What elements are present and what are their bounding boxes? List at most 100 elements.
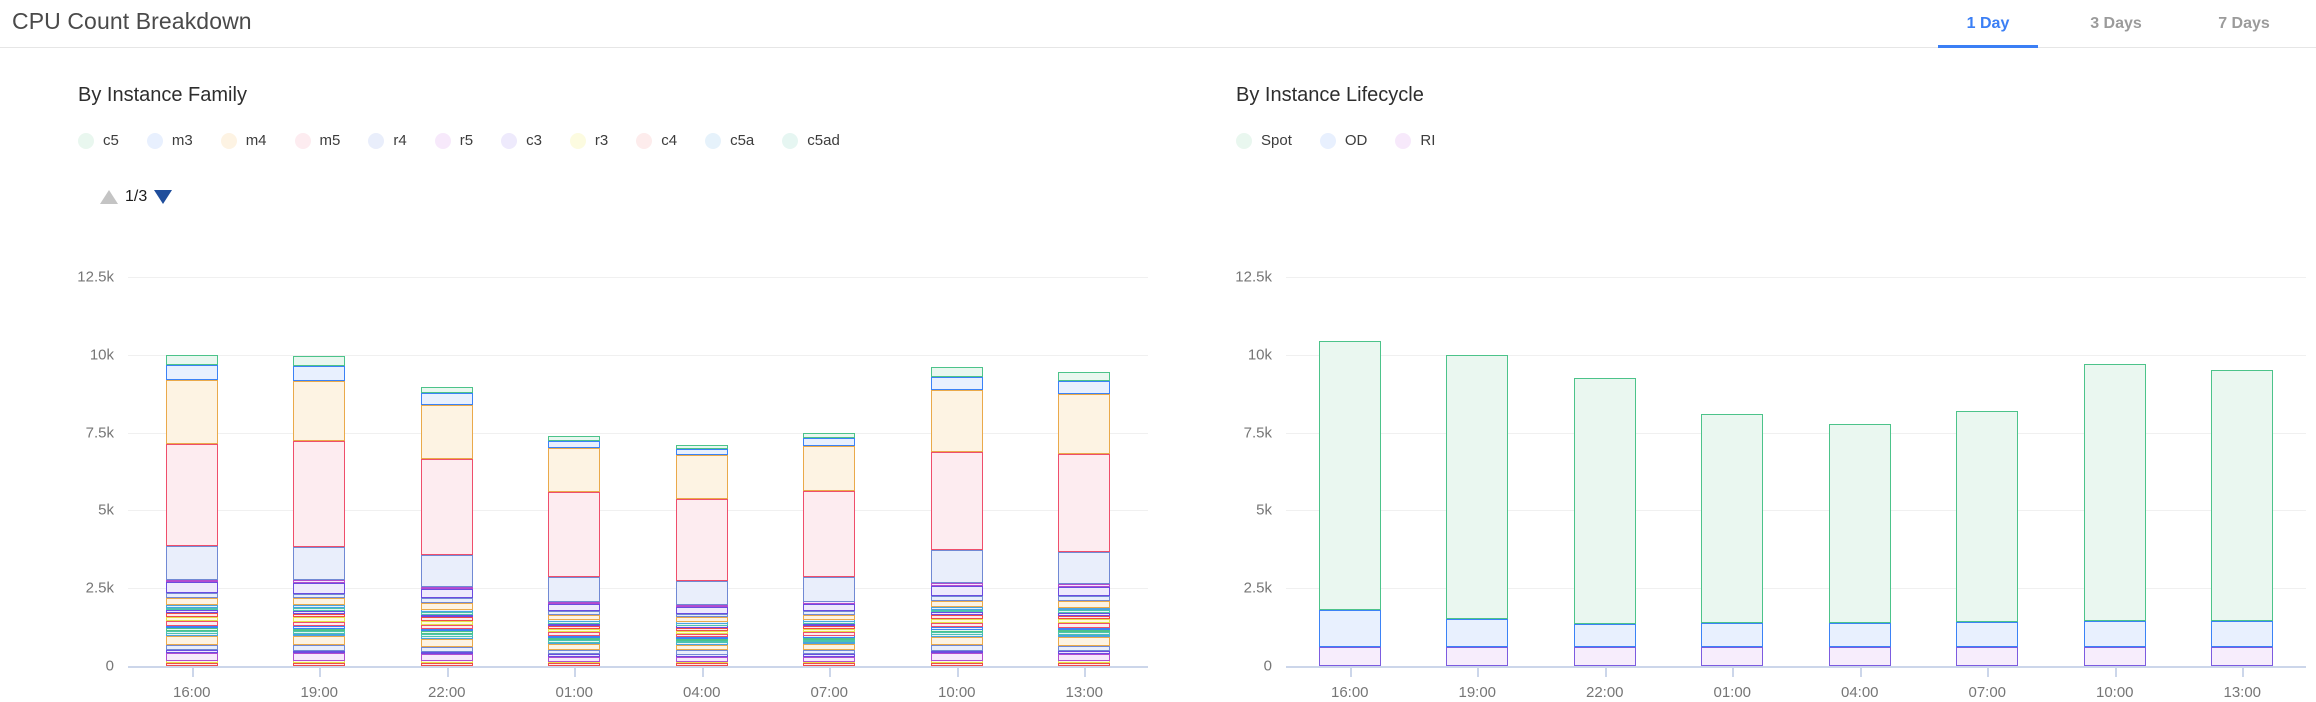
x-axis-tick-label: 16:00 (172, 684, 211, 701)
bar-segment-Spot (1701, 414, 1764, 623)
legend-item-c5a[interactable]: c5a (705, 132, 754, 149)
bar-16:00[interactable] (1318, 340, 1381, 666)
legend-item-m4[interactable]: m4 (220, 132, 267, 149)
panel-title-instance-family: By Instance Family (78, 84, 247, 106)
tab-1-day[interactable]: 1 Day (1924, 0, 2052, 48)
bar-segment-m5 (930, 622, 983, 628)
bar-segment-c5ad (165, 630, 218, 634)
bar-segment-c3b (548, 604, 601, 611)
bar-segment-OD (2083, 621, 2146, 648)
bar-segment-r4b (293, 593, 346, 599)
tab-7-days-label: 7 Days (2218, 15, 2270, 32)
legend-item-r4[interactable]: r4 (368, 132, 407, 149)
bar-04:00[interactable] (1828, 424, 1891, 666)
legend-item-m3[interactable]: m3 (146, 132, 193, 149)
bar-segment-r4c (420, 555, 473, 587)
bar-07:00[interactable] (1956, 411, 2019, 666)
bar-segment-r4c (675, 581, 728, 606)
bar-segment-r4 (420, 646, 473, 652)
triangle-up-icon[interactable] (100, 190, 118, 204)
legend-item-OD[interactable]: OD (1319, 132, 1368, 149)
bar-segment-r5 (420, 654, 473, 662)
bar-22:00[interactable] (1573, 377, 1636, 666)
bar-segment-Spot (1956, 411, 2019, 623)
bar-segment-r5a (803, 626, 856, 629)
x-axis-tick (956, 668, 959, 677)
bar-segment-c5a (1058, 634, 1111, 638)
legend-item-Spot[interactable]: Spot (1236, 132, 1292, 149)
bar-segment-r5 (930, 653, 983, 662)
legend-item-c5ad[interactable]: c5ad (782, 132, 840, 149)
chart-instance-family[interactable]: 0 2.5k 5k 7.5k 10k 12.5k 16:00 19:00 22:00 01:00 0… (0, 218, 1158, 702)
bar-segment-t3 (420, 609, 473, 612)
x-axis-line (128, 666, 1148, 668)
bar-13:00[interactable] (1058, 371, 1111, 666)
bar-10:00[interactable] (930, 366, 983, 666)
x-axis-tick (2114, 668, 2117, 677)
legend-item-RI[interactable]: RI (1395, 132, 1435, 149)
bar-16:00[interactable] (165, 354, 218, 666)
bar-segment-c5ad (420, 633, 473, 637)
legend-item-m5[interactable]: m5 (294, 132, 340, 149)
bar-07:00[interactable] (803, 433, 856, 666)
legend-item-r3[interactable]: r3 (569, 132, 608, 149)
bar-segment-t3 (1058, 607, 1111, 611)
bar-segment-m4 (293, 636, 346, 646)
legend-item-c5[interactable]: c5 (78, 132, 119, 149)
bar-segment-m4b (803, 614, 856, 620)
bar-segment-r5a (1058, 615, 1111, 620)
bar-segment-t3 (293, 605, 346, 608)
bar-segment-Spot (1573, 377, 1636, 624)
bar-13:00[interactable] (2211, 370, 2274, 666)
bar-segment-OD (2211, 621, 2274, 648)
chart-instance-lifecycle[interactable]: 0 2.5k 5k 7.5k 10k 12.5k 16:00 19:00 22:00 01:00 0… (1158, 218, 2316, 702)
bar-19:00[interactable] (1446, 354, 1509, 666)
bar-segment-r4 (675, 650, 728, 655)
triangle-down-icon[interactable] (154, 190, 173, 204)
legend-item-label: OD (1344, 132, 1368, 149)
x-axis-tick (701, 668, 704, 677)
bar-segment-r4b (165, 592, 218, 598)
bar-segment-m5b (165, 444, 218, 546)
x-axis-tick (2242, 668, 2245, 677)
x-axis-tick (829, 668, 832, 677)
bar-segment-r4b (548, 610, 601, 615)
bar-10:00[interactable] (2083, 364, 2146, 666)
bar-19:00[interactable] (293, 356, 346, 666)
bar-segment-m5b (293, 441, 346, 547)
bar-22:00[interactable] (420, 387, 473, 666)
legend-swatch-icon (78, 132, 94, 149)
bar-segment-m4c (165, 380, 218, 445)
bar-segment-c5a (165, 633, 218, 636)
legend-swatch-icon (705, 132, 722, 149)
legend-item-label: c5ad (807, 132, 840, 149)
bar-segment-i3 (1058, 612, 1111, 616)
bar-01:00[interactable] (548, 435, 601, 666)
bar-segment-c5b (1058, 371, 1111, 382)
legend-item-c4[interactable]: c4 (636, 132, 677, 149)
legend-swatch-icon (434, 132, 451, 149)
bar-segment-c5b (548, 435, 601, 441)
bar-segment-c5n (420, 620, 473, 625)
tab-7-days[interactable]: 7 Days (2180, 0, 2308, 48)
tab-3-days[interactable]: 3 Days (2052, 0, 2180, 48)
gridline (128, 432, 1148, 434)
x-axis-line (1286, 666, 2306, 668)
legend-swatch-icon (294, 132, 311, 149)
bar-01:00[interactable] (1701, 414, 1764, 666)
bar-segment-RI (2211, 647, 2274, 666)
bar-segment-r5a (675, 627, 728, 631)
bar-04:00[interactable] (675, 444, 728, 666)
x-axis-tick-label: 07:00 (1968, 684, 2007, 701)
bar-segment-m5a (675, 623, 728, 626)
bar-segment-m5b (1058, 454, 1111, 552)
time-range-tabs: 1 Day 3 Days 7 Days (1924, 0, 2308, 48)
gridline (128, 354, 1148, 356)
legend-item-label: c3 (526, 132, 542, 149)
legend-item-c3[interactable]: c3 (501, 132, 542, 149)
y-axis-tick-label: 12.5k (1235, 268, 1272, 286)
bar-segment-m4b (420, 603, 473, 610)
legend-item-label: r4 (393, 132, 407, 149)
legend-item-r5[interactable]: r5 (434, 132, 473, 149)
bar-segment-OD (1701, 622, 1764, 648)
